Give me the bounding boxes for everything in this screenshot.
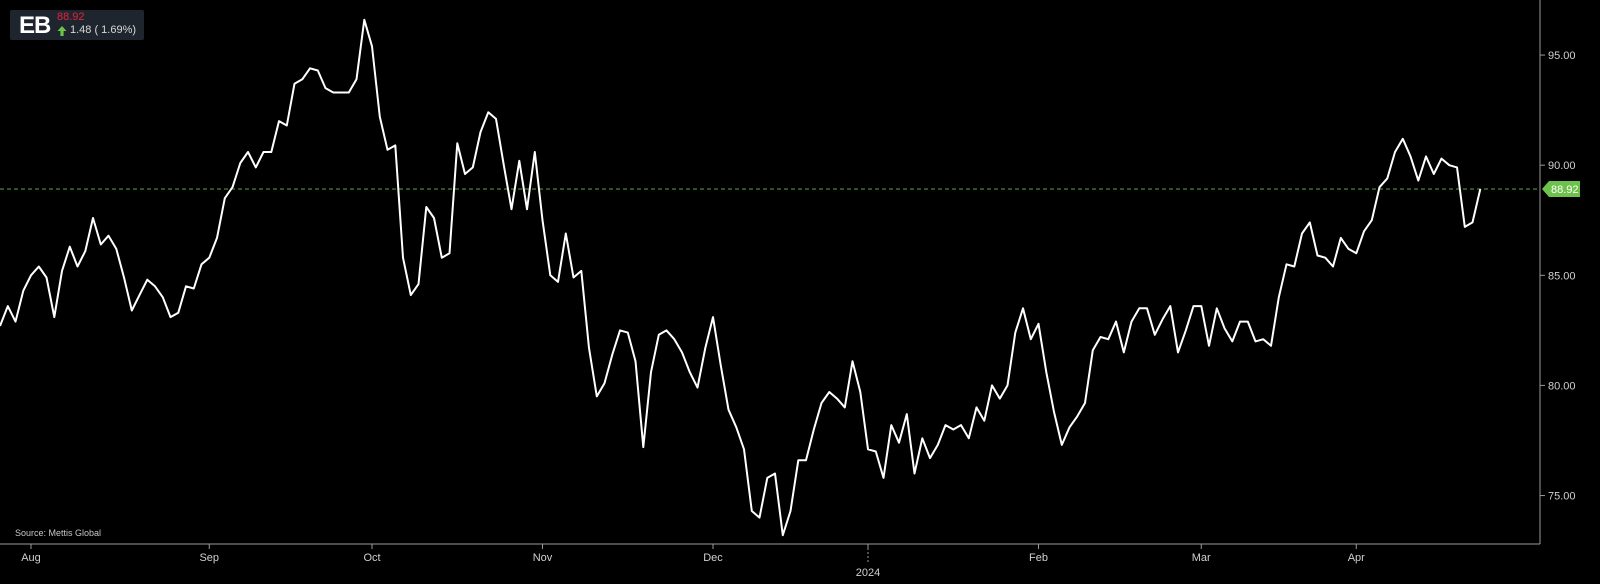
x-tick-label: Dec bbox=[703, 552, 723, 564]
ticker-symbol: EB bbox=[19, 12, 51, 39]
x-tick-label: Apr bbox=[1348, 552, 1365, 564]
ticker-badge: EB 88.92 1.48 ( 1.69%) bbox=[10, 10, 144, 40]
x-tick-label: Oct bbox=[363, 552, 380, 564]
source-note: Source: Mettis Global bbox=[15, 528, 102, 538]
price-series-line bbox=[0, 18, 1482, 537]
last-price-marker bbox=[1542, 180, 1580, 197]
y-tick-label: 90.00 bbox=[1548, 160, 1576, 172]
x-tick-label: Nov bbox=[533, 552, 553, 564]
y-tick-label: 95.00 bbox=[1548, 50, 1576, 62]
y-tick-label: 80.00 bbox=[1548, 380, 1576, 392]
ticker-change: 1.48 ( 1.69%) bbox=[70, 24, 137, 36]
y-tick-label: 85.00 bbox=[1548, 270, 1576, 282]
up-arrow-icon bbox=[57, 26, 67, 36]
x-year-label: 2024 bbox=[856, 567, 880, 579]
x-tick-label: Aug bbox=[21, 552, 41, 564]
x-tick-label: Feb bbox=[1029, 552, 1048, 564]
x-tick-label: Sep bbox=[199, 552, 219, 564]
y-tick-label: 75.00 bbox=[1548, 491, 1576, 503]
x-tick-label: Mar bbox=[1192, 552, 1211, 564]
ticker-price: 88.92 bbox=[57, 11, 85, 23]
last-price-label: 88.92 bbox=[1551, 184, 1579, 196]
